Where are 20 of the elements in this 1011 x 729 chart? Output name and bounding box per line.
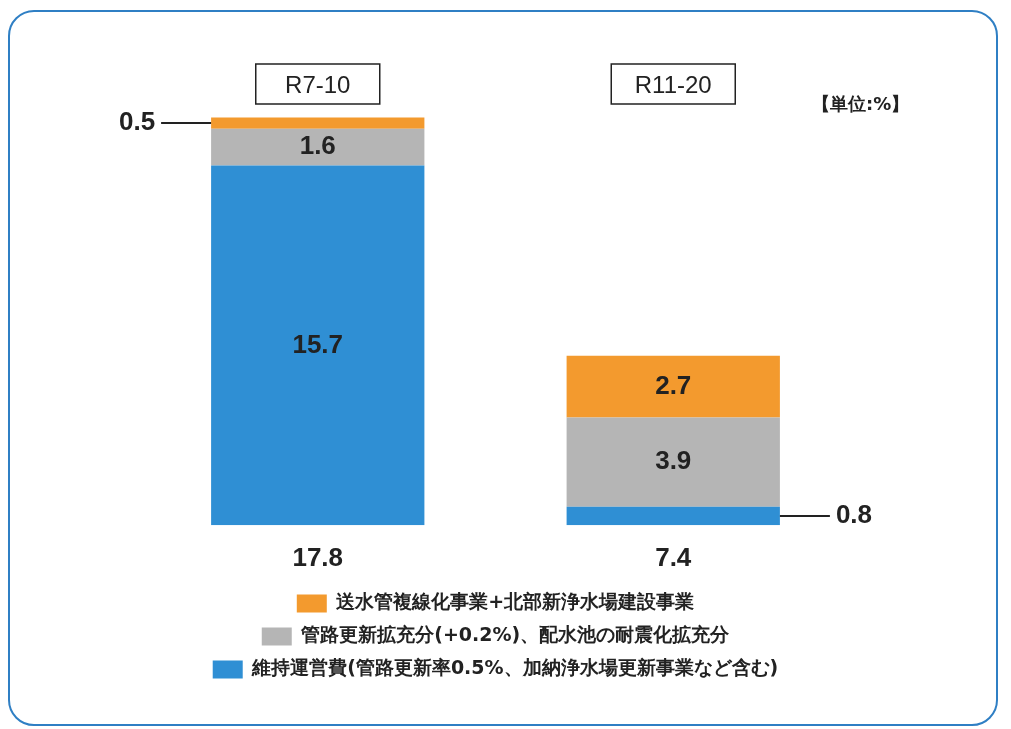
bar (566, 355, 780, 418)
data-label: 1.6 (299, 130, 336, 161)
data-label: 3.9 (655, 445, 692, 476)
bar (566, 417, 780, 507)
x-tick-label: R11-20 (634, 71, 712, 99)
data-label: 2.7 (655, 369, 692, 400)
total-label: 7.4 (655, 542, 692, 573)
x-tick-label: R7-10 (285, 71, 351, 99)
bar (211, 165, 425, 526)
legend-label: 送水管複線化事業+北部新浄水場建設事業 (335, 590, 695, 613)
legend-label: 管路更新拡充分(+0.2%)、配水池の耐震化拡充分 (300, 623, 731, 646)
bar (566, 506, 780, 526)
text: 【単位:%】 (812, 92, 910, 116)
data-label: 0.5 (118, 106, 156, 137)
bar (211, 128, 425, 166)
data-label: 0.8 (835, 499, 873, 530)
data-label: 15.7 (292, 328, 344, 359)
bar (211, 117, 425, 129)
legend-label: 維持運営費(管路更新率0.5%、加納浄水場更新事業など含む) (251, 656, 779, 679)
total-label: 17.8 (292, 542, 344, 573)
